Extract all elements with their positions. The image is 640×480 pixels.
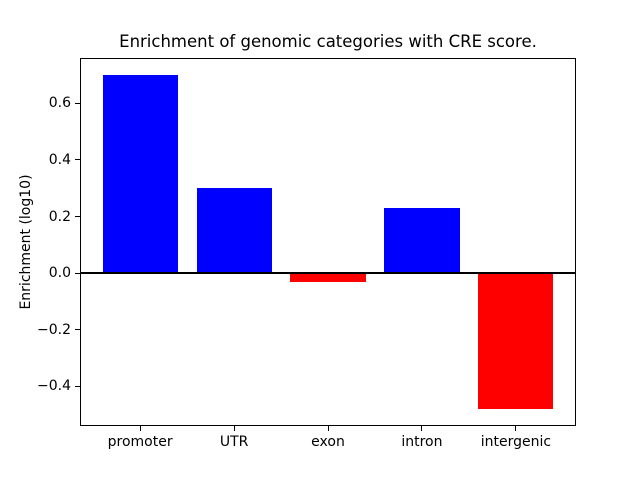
y-axis-label: Enrichment (log10): [18, 174, 34, 310]
x-tick-mark: [233, 426, 235, 431]
x-tick-mark: [139, 426, 141, 431]
y-tick-label: 0.0: [48, 265, 71, 282]
x-tick-label-UTR: UTR: [219, 434, 249, 450]
y-tick-label: 0.6: [48, 95, 71, 112]
x-tick-label-promoter: promoter: [107, 434, 173, 450]
y-tick-label: −0.4: [37, 378, 71, 395]
y-tick-label: 0.4: [48, 151, 71, 168]
x-tick-label-intron: intron: [401, 434, 443, 450]
x-tick-mark: [515, 426, 517, 431]
x-tick-mark: [327, 426, 329, 431]
x-tick-label-exon: exon: [311, 434, 345, 450]
x-tick-label-intergenic: intergenic: [480, 434, 552, 450]
y-tick-label: −0.2: [37, 321, 71, 338]
y-tick-label: 0.2: [48, 208, 71, 225]
x-tick-mark: [421, 426, 423, 431]
plot-area: [80, 58, 576, 426]
chart-title: Enrichment of genomic categories with CR…: [119, 32, 537, 51]
